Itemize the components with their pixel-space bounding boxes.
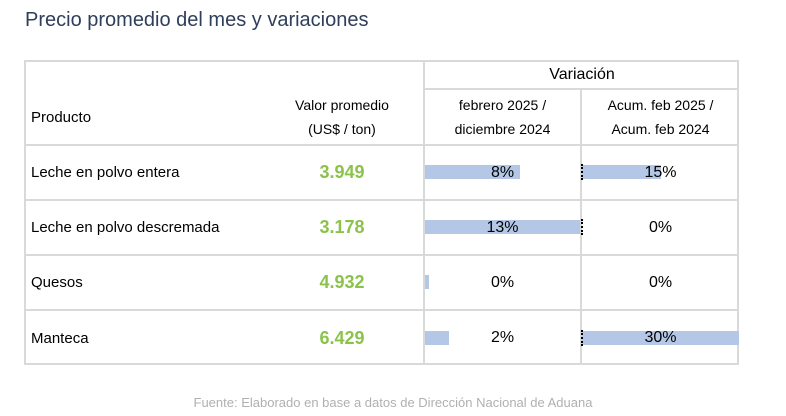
value-header-line2: (US$ / ton) bbox=[308, 121, 376, 137]
row-divider bbox=[24, 254, 739, 256]
month-header-line2: diciembre 2024 bbox=[454, 121, 551, 137]
source-note: Fuente: Elaborado en base a datos de Dir… bbox=[193, 395, 593, 410]
product-name: Quesos bbox=[31, 274, 83, 291]
product-column-header: Producto bbox=[31, 108, 92, 126]
row-divider bbox=[24, 199, 739, 201]
cumulative-variation-header: Acum. feb 2025 / Acum. feb 2024 bbox=[582, 90, 739, 144]
month-variation-value: 2% bbox=[490, 329, 515, 346]
month-header-line1: febrero 2025 / bbox=[458, 97, 547, 113]
price-table bbox=[24, 60, 739, 365]
cumulative-variation-value: 30% bbox=[644, 329, 677, 346]
cumulative-variation-value: 15% bbox=[644, 163, 677, 181]
cumulative-variation-bar bbox=[582, 165, 661, 179]
month-variation-value: 13% bbox=[486, 218, 519, 236]
product-name: Leche en polvo descremada bbox=[31, 219, 220, 236]
month-variation-bar bbox=[425, 275, 429, 289]
cumulative-variation-value: 0% bbox=[648, 273, 673, 291]
month-variation-header: febrero 2025 / diciembre 2024 bbox=[425, 90, 580, 144]
zero-axis bbox=[581, 164, 583, 180]
row-divider bbox=[24, 309, 739, 311]
month-variation-value: 8% bbox=[490, 163, 515, 181]
cumulative-header-line2: Acum. feb 2024 bbox=[611, 121, 710, 137]
product-name: Leche en polvo entera bbox=[31, 164, 180, 181]
month-variation-bar bbox=[425, 165, 520, 179]
cumulative-variation-bar bbox=[582, 331, 739, 345]
page-title: Precio promedio del mes y variaciones bbox=[25, 9, 369, 31]
month-variation-bar bbox=[425, 220, 580, 234]
average-value: 6.429 bbox=[319, 327, 365, 348]
zero-axis bbox=[581, 330, 583, 346]
cumulative-header-line1: Acum. feb 2025 / bbox=[607, 97, 714, 113]
value-column-header: Valor promedio (US$ / ton) bbox=[262, 90, 422, 144]
cumulative-variation-value: 0% bbox=[648, 218, 673, 236]
average-value: 3.949 bbox=[319, 162, 365, 182]
month-variation-bar bbox=[425, 331, 449, 345]
value-header-line1: Valor promedio bbox=[295, 97, 389, 113]
variacion-header: Variación bbox=[549, 66, 615, 83]
zero-axis bbox=[581, 219, 583, 235]
average-value: 3.178 bbox=[319, 217, 365, 237]
header-bottom-divider bbox=[24, 144, 739, 146]
month-variation-value: 0% bbox=[490, 273, 515, 291]
product-name: Manteca bbox=[31, 329, 89, 347]
average-value: 4.932 bbox=[319, 272, 365, 292]
column-divider bbox=[423, 60, 425, 365]
